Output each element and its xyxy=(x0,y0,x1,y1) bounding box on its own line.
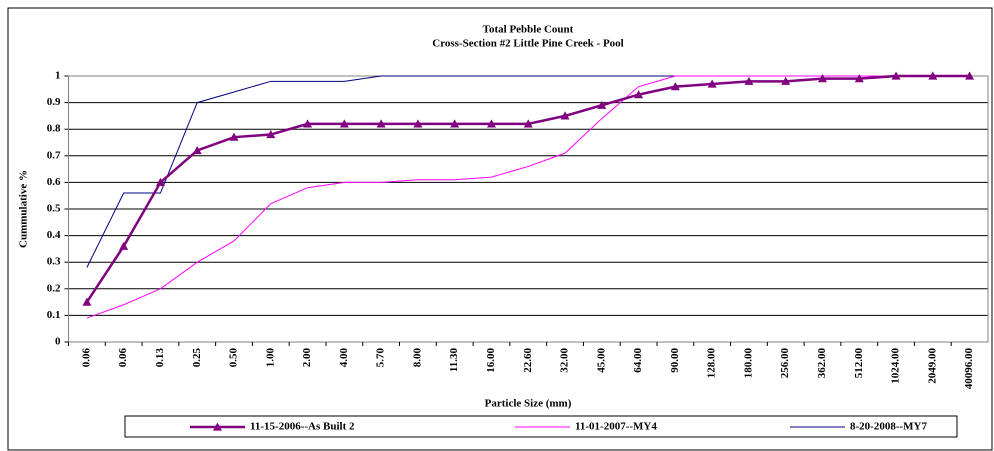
y-tick-label: 0.1 xyxy=(47,309,61,321)
data-point xyxy=(229,132,239,141)
data-point xyxy=(376,119,386,128)
x-tick-label: 5.70 xyxy=(375,348,387,368)
data-point xyxy=(82,297,92,306)
y-axis-label: Cummulative % xyxy=(18,170,30,248)
y-tick-label: 0.4 xyxy=(47,229,61,241)
y-tick-label: 0.6 xyxy=(47,176,61,188)
x-tick-label: 2.00 xyxy=(301,348,313,368)
legend-marker xyxy=(213,422,222,431)
x-tick-label: 362.00 xyxy=(816,348,828,379)
chart-title: Total Pebble Count xyxy=(483,24,574,36)
x-tick-label: 180.00 xyxy=(742,348,754,379)
chart-subtitle: Cross-Section #2 Little Pine Creek - Poo… xyxy=(432,38,623,50)
x-tick-label: 16.00 xyxy=(485,348,497,373)
x-tick-label: 90.00 xyxy=(669,348,681,373)
data-point xyxy=(707,79,717,88)
data-point xyxy=(560,111,570,120)
data-point xyxy=(155,177,165,186)
data-point xyxy=(891,71,901,80)
x-tick-label: 32.00 xyxy=(559,348,571,373)
data-point xyxy=(817,74,827,83)
data-point xyxy=(854,74,864,83)
data-point xyxy=(744,76,754,85)
y-tick-label: 0 xyxy=(55,336,61,348)
legend-label: 8-20-2008--MY7 xyxy=(850,421,927,433)
data-point xyxy=(450,119,460,128)
data-point xyxy=(119,241,129,250)
x-tick-label: 0.06 xyxy=(80,348,92,368)
data-point xyxy=(781,76,791,85)
data-point xyxy=(266,130,276,139)
x-tick-label: 4.00 xyxy=(338,348,350,368)
data-point xyxy=(965,71,975,80)
y-tick-label: 0.9 xyxy=(47,96,61,108)
x-tick-label: 128.00 xyxy=(706,348,718,379)
x-axis-label: Particle Size (mm) xyxy=(485,398,572,410)
legend-label: 11-01-2007--MY4 xyxy=(575,421,657,433)
chart-frame xyxy=(7,7,993,451)
data-point xyxy=(339,119,349,128)
y-tick-label: 0.7 xyxy=(47,149,61,161)
y-tick-label: 0.5 xyxy=(47,203,61,215)
data-point xyxy=(303,119,313,128)
x-tick-label: 256.00 xyxy=(779,348,791,379)
x-tick-label: 0.06 xyxy=(117,348,129,368)
x-tick-label: 0.50 xyxy=(228,348,240,368)
x-tick-label: 64.00 xyxy=(632,348,644,373)
x-tick-label: 1.00 xyxy=(264,348,276,368)
data-point xyxy=(670,82,680,91)
x-tick-label: 512.00 xyxy=(853,348,865,379)
data-point xyxy=(192,145,202,155)
x-tick-label: 0.13 xyxy=(154,348,166,368)
x-tick-label: 0.25 xyxy=(191,348,203,368)
data-point xyxy=(928,71,938,80)
y-tick-label: 0.3 xyxy=(47,256,61,268)
x-tick-label: 1024.00 xyxy=(890,348,902,384)
legend-label: 11-15-2006--As Built 2 xyxy=(250,421,355,433)
data-point xyxy=(597,100,607,109)
data-point xyxy=(413,119,423,128)
x-tick-label: 8.00 xyxy=(411,348,423,368)
x-tick-label: 22.60 xyxy=(522,348,534,373)
data-point xyxy=(486,119,496,128)
x-tick-label: 11.30 xyxy=(448,348,460,373)
data-point xyxy=(523,119,533,128)
y-tick-label: 0.8 xyxy=(47,123,61,135)
y-tick-label: 0.2 xyxy=(47,282,61,294)
x-tick-label: 2049.00 xyxy=(926,348,938,384)
x-tick-label: 40096.00 xyxy=(963,348,975,390)
y-tick-label: 1 xyxy=(55,70,61,82)
x-tick-label: 45.00 xyxy=(595,348,607,373)
data-point xyxy=(634,90,644,99)
